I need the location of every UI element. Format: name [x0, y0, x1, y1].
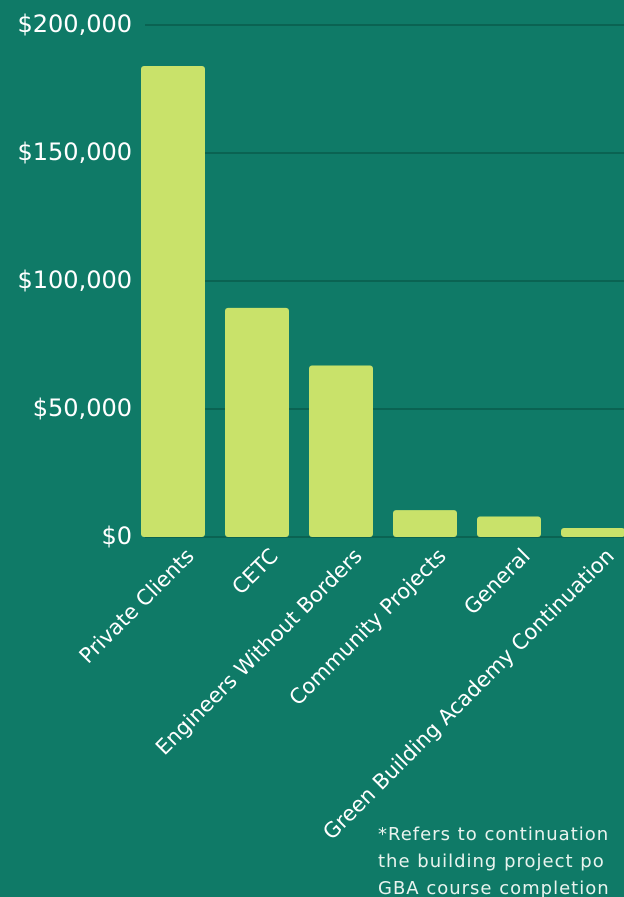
bar — [561, 528, 624, 537]
y-tick-label: $0 — [101, 522, 132, 550]
x-tick-label: Private Clients — [75, 544, 199, 668]
bar — [477, 516, 541, 537]
y-tick-label: $150,000 — [17, 138, 132, 166]
x-tick-label: CETC — [227, 544, 282, 599]
footnote: *Refers to continuation — [378, 824, 609, 845]
footnote: the building project po — [378, 851, 605, 872]
bar — [141, 65, 205, 538]
footnote: GBA course completion — [378, 878, 610, 897]
y-tick-label: $50,000 — [33, 394, 132, 422]
y-tick-label: $100,000 — [17, 266, 132, 294]
bar — [393, 510, 457, 537]
x-tick-label: Green Building Academy Continuation — [318, 544, 618, 844]
x-tick-label: Community Projects — [285, 544, 451, 710]
bar — [309, 365, 373, 537]
bar — [225, 307, 289, 537]
x-tick-label: General — [459, 544, 534, 619]
y-tick-label: $200,000 — [17, 10, 132, 38]
